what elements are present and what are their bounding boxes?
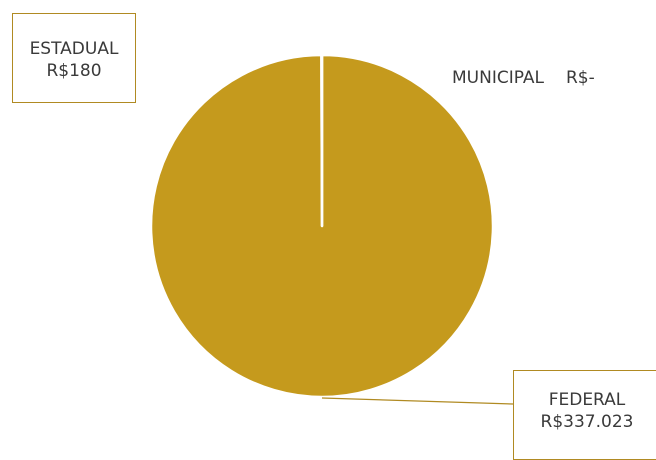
data-label-federal-category: FEDERAL bbox=[548, 390, 626, 410]
data-label-municipal-value: R$- bbox=[566, 68, 595, 88]
data-label-estadual: ESTADUAL R$180 bbox=[12, 13, 136, 103]
data-label-estadual-value: R$180 bbox=[46, 61, 102, 81]
leader-lines bbox=[321, 397, 514, 405]
data-label-municipal-category: MUNICIPAL bbox=[452, 68, 544, 88]
data-label-federal: FEDERAL R$337.023 bbox=[513, 370, 656, 460]
pie-chart: ESTADUAL R$180 MUNICIPAL R$- FEDERAL R$33… bbox=[12, 13, 656, 460]
data-label-municipal: MUNICIPAL R$- bbox=[452, 67, 595, 89]
leader-line-federal bbox=[321, 397, 514, 405]
pie-slice-estadual bbox=[320, 53, 324, 228]
data-label-estadual-category: ESTADUAL bbox=[29, 39, 119, 59]
pie-chart-svg bbox=[149, 53, 514, 405]
data-label-federal-value: R$337.023 bbox=[540, 412, 634, 432]
pie-slices bbox=[149, 53, 495, 399]
